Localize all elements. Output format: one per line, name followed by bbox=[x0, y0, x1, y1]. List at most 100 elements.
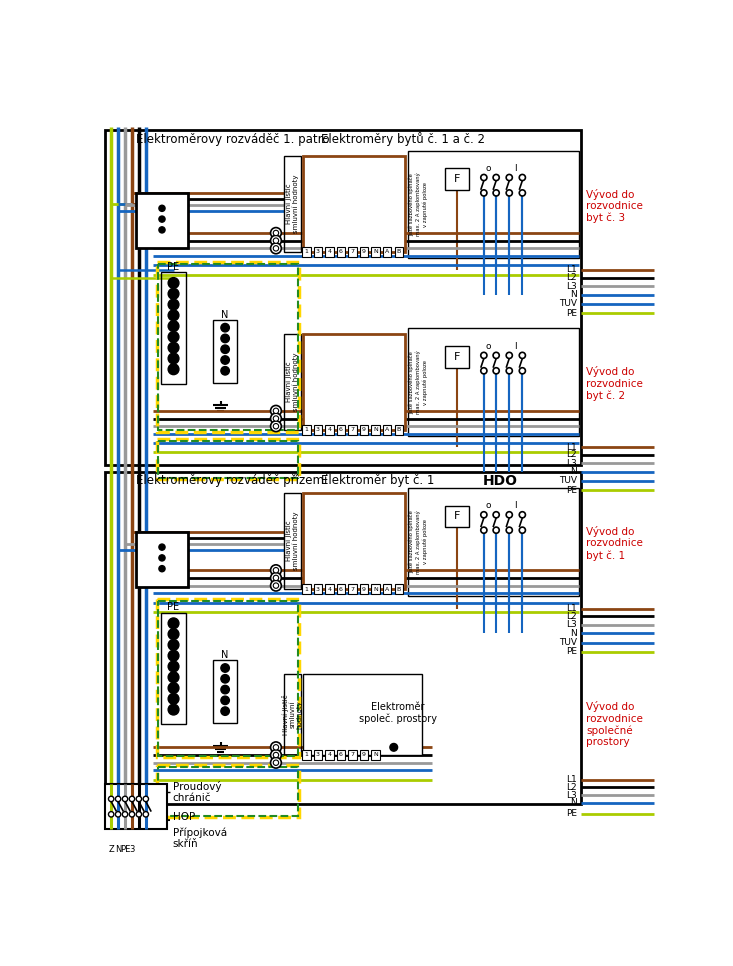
Text: Elektroměrovy rozváděč 1. patro: Elektroměrovy rozváděč 1. patro bbox=[136, 132, 329, 146]
Circle shape bbox=[168, 629, 179, 639]
Circle shape bbox=[108, 811, 114, 817]
Text: Přípojková
skříň: Přípojková skříň bbox=[173, 827, 227, 849]
Circle shape bbox=[270, 236, 281, 246]
Text: Jistě sazbového spínače
max. 2 A zaplombovaný
v zapnuté poloze: Jistě sazbového spínače max. 2 A zaplomb… bbox=[409, 173, 427, 237]
Circle shape bbox=[493, 512, 499, 518]
Text: 1: 1 bbox=[304, 586, 309, 591]
Bar bbox=[213, 661, 237, 724]
Text: L3: L3 bbox=[567, 790, 577, 800]
Circle shape bbox=[108, 796, 114, 802]
Text: 6: 6 bbox=[339, 249, 343, 254]
Bar bbox=[325, 750, 334, 759]
Text: F: F bbox=[454, 174, 460, 185]
Text: Jistě sazbového spínače
max. 2 A zaplombovaný
v zapnuté poloze: Jistě sazbového spínače max. 2 A zaplomb… bbox=[409, 510, 427, 574]
Text: 9: 9 bbox=[362, 586, 366, 591]
Bar bbox=[314, 584, 322, 594]
Circle shape bbox=[481, 175, 487, 181]
Bar bbox=[394, 247, 403, 257]
Text: L2: L2 bbox=[567, 782, 577, 792]
Circle shape bbox=[168, 639, 179, 650]
Circle shape bbox=[221, 366, 229, 375]
Circle shape bbox=[270, 573, 281, 583]
Text: 3: 3 bbox=[316, 249, 320, 254]
Circle shape bbox=[273, 582, 279, 588]
Text: L3: L3 bbox=[567, 282, 577, 291]
Bar bbox=[136, 531, 188, 587]
Circle shape bbox=[493, 527, 499, 533]
Text: N: N bbox=[570, 290, 577, 299]
Text: L1: L1 bbox=[567, 775, 577, 784]
Circle shape bbox=[221, 334, 229, 343]
Text: 6: 6 bbox=[339, 586, 343, 591]
Circle shape bbox=[519, 527, 526, 533]
Circle shape bbox=[481, 512, 487, 518]
Bar bbox=[158, 264, 298, 430]
Text: HOP: HOP bbox=[173, 811, 195, 822]
Bar bbox=[136, 193, 188, 248]
Text: 3: 3 bbox=[316, 427, 320, 432]
Text: o: o bbox=[486, 501, 491, 510]
Text: N: N bbox=[373, 586, 378, 591]
Text: o: o bbox=[486, 342, 491, 351]
Bar bbox=[383, 425, 391, 435]
Bar bbox=[303, 334, 405, 430]
Bar bbox=[445, 505, 469, 527]
Text: PE: PE bbox=[566, 810, 577, 818]
Bar bbox=[360, 247, 369, 257]
Circle shape bbox=[273, 230, 279, 236]
Circle shape bbox=[270, 742, 281, 753]
Bar bbox=[383, 584, 391, 594]
Bar bbox=[445, 346, 469, 368]
Text: Vývod do
rozvodnice
byt č. 2: Vývod do rozvodnice byt č. 2 bbox=[586, 366, 643, 401]
Text: 6: 6 bbox=[339, 753, 343, 757]
Circle shape bbox=[221, 685, 229, 694]
Bar bbox=[336, 425, 345, 435]
Circle shape bbox=[168, 650, 179, 661]
Circle shape bbox=[519, 353, 526, 358]
Circle shape bbox=[273, 245, 279, 251]
Bar bbox=[105, 784, 166, 829]
Bar bbox=[284, 156, 301, 252]
Text: Hlavní jistič
smluvní hodnoty: Hlavní jistič smluvní hodnoty bbox=[285, 512, 299, 570]
Text: 4: 4 bbox=[328, 249, 331, 254]
Text: TUV: TUV bbox=[559, 299, 577, 308]
Circle shape bbox=[273, 745, 279, 750]
Circle shape bbox=[136, 796, 141, 802]
Text: 7: 7 bbox=[350, 586, 355, 591]
Circle shape bbox=[221, 355, 229, 364]
Circle shape bbox=[519, 512, 526, 518]
Bar bbox=[314, 247, 322, 257]
Circle shape bbox=[221, 324, 229, 332]
Bar bbox=[105, 472, 581, 804]
Bar bbox=[325, 425, 334, 435]
Circle shape bbox=[273, 415, 279, 421]
Text: PE: PE bbox=[119, 844, 130, 854]
Text: F: F bbox=[454, 352, 460, 362]
Text: L1: L1 bbox=[567, 442, 577, 451]
Circle shape bbox=[115, 796, 121, 802]
Circle shape bbox=[221, 674, 229, 683]
Circle shape bbox=[270, 421, 281, 432]
Text: PE: PE bbox=[566, 647, 577, 656]
Circle shape bbox=[168, 683, 179, 694]
Bar bbox=[314, 425, 322, 435]
Circle shape bbox=[519, 368, 526, 374]
Text: I: I bbox=[514, 501, 517, 510]
Circle shape bbox=[168, 289, 179, 299]
Circle shape bbox=[143, 811, 149, 817]
Text: Elektroměr
společ. prostory: Elektroměr společ. prostory bbox=[358, 701, 437, 724]
Circle shape bbox=[168, 277, 179, 289]
Circle shape bbox=[168, 661, 179, 672]
Bar bbox=[284, 494, 301, 589]
Text: PE: PE bbox=[167, 602, 180, 612]
Bar bbox=[372, 584, 380, 594]
Text: 4: 4 bbox=[328, 753, 331, 757]
Bar bbox=[383, 247, 391, 257]
Text: A: A bbox=[385, 427, 389, 432]
Circle shape bbox=[519, 175, 526, 181]
Circle shape bbox=[168, 694, 179, 704]
Circle shape bbox=[519, 190, 526, 196]
Text: 3: 3 bbox=[316, 586, 320, 591]
Text: TUV: TUV bbox=[559, 639, 577, 647]
Circle shape bbox=[273, 423, 279, 429]
